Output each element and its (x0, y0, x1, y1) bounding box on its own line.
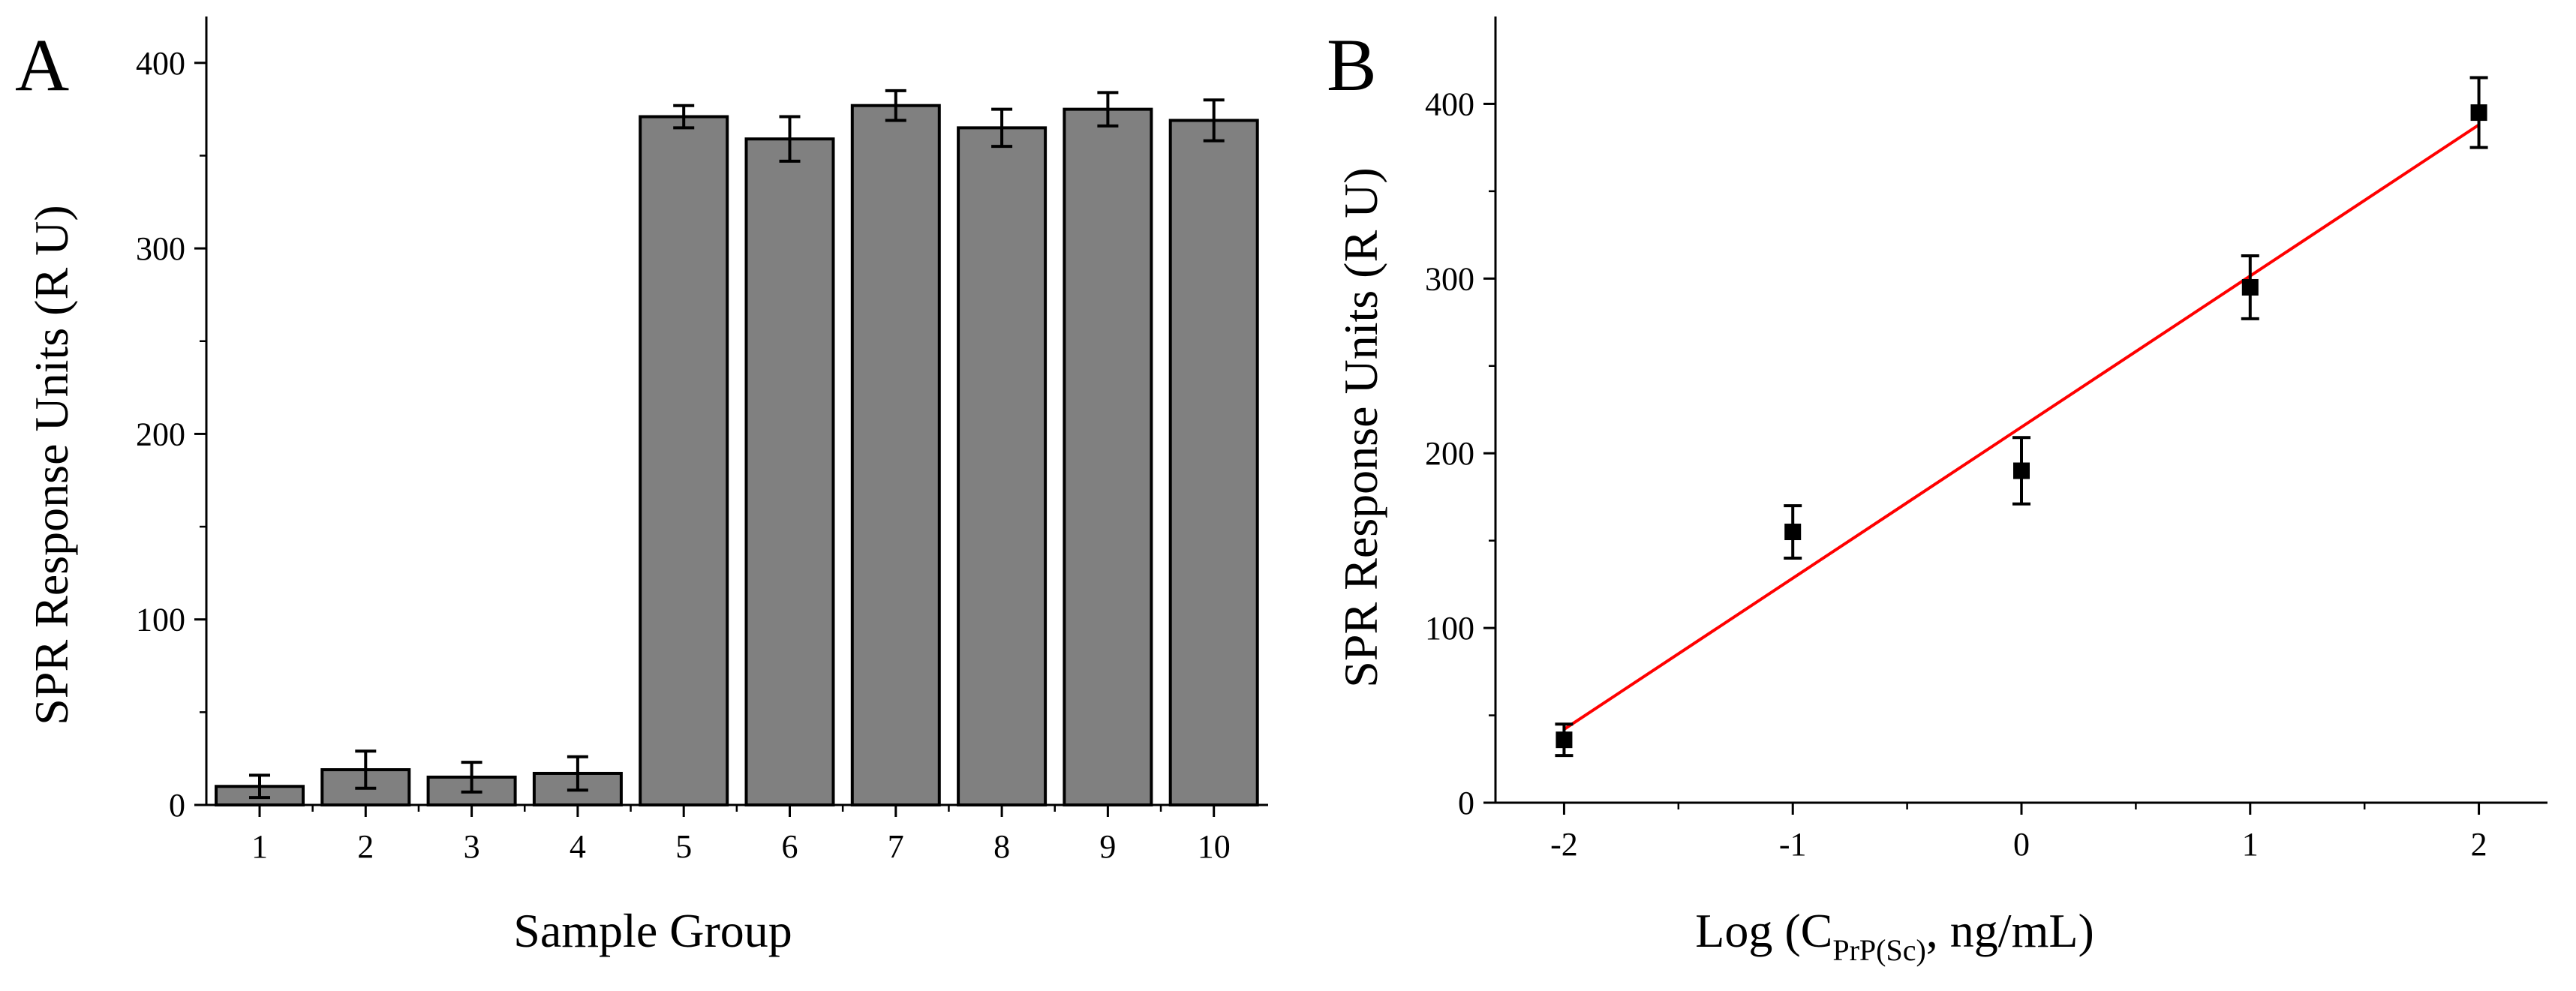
y-tick-label: 400 (1425, 86, 1474, 122)
error-bar-1 (249, 773, 270, 800)
data-point (2470, 104, 2487, 122)
error-bar-3 (461, 761, 482, 794)
y-tick-label: 100 (1425, 610, 1474, 647)
panel-b-label: B (1327, 23, 1377, 107)
y-tick-label: 0 (169, 787, 185, 824)
x-tick-label: 4 (570, 828, 586, 865)
y-tick-label: 300 (136, 230, 185, 267)
bar-8 (957, 126, 1048, 806)
x-tick-label: -2 (1550, 826, 1578, 863)
x-tick-label: 2 (357, 828, 374, 865)
x-tick-label: -1 (1779, 826, 1807, 863)
y-tick-label: 100 (136, 602, 185, 638)
panel-b-axes (1483, 17, 2547, 815)
error-bar-9 (1097, 91, 1119, 128)
x-tick-label: 0 (2013, 826, 2030, 863)
x-tick-label: 8 (993, 828, 1010, 865)
panel-a-bar-chart: A 1 2 3 4 5 6 7 8 9 10 0 100 200 300 400 Sample Group… (15, 17, 1268, 957)
x-tick-label: 7 (888, 828, 904, 865)
bar-10 (1168, 119, 1259, 807)
error-bar-4 (567, 755, 588, 792)
data-point (2013, 462, 2030, 479)
error-bar-6 (779, 115, 801, 163)
data-point (1784, 524, 1802, 541)
panel-a-x-tick-labels: 1 2 3 4 5 6 7 8 9 10 (251, 828, 1231, 865)
x-title-prefix: Log (C (1695, 904, 1832, 957)
panel-b-axis-lines (1494, 17, 2547, 804)
bar-5 (639, 115, 729, 806)
panel-a-error-bars (249, 89, 1225, 800)
y-tick-label: 200 (1425, 435, 1474, 472)
panel-b-scatter-chart: B -2 -1 0 1 2 0 100 200 300 400 Log (CPrP(Sc), n… (1327, 17, 2547, 967)
panel-b-fit-line-group (1563, 123, 2480, 731)
y-tick-label: 0 (1458, 785, 1474, 821)
panel-b-y-axis-title: SPR Response Units (R U) (1334, 167, 1387, 687)
panel-b-y-tick-labels: 0 100 200 300 400 (1425, 86, 1474, 821)
x-tick-label: 2 (2471, 826, 2487, 863)
panel-b-error-bars (1555, 76, 2488, 758)
panel-b-x-tick-labels: -2 -1 0 1 2 (1550, 826, 2487, 863)
y-tick-label: 200 (136, 416, 185, 452)
bar-6 (744, 137, 835, 806)
data-point (1556, 731, 1573, 749)
x-title-suffix: , ng/mL) (1926, 904, 2094, 957)
panel-b-x-axis-title: Log (CPrP(Sc), ng/mL) (1695, 904, 2094, 967)
error-bar-8 (991, 107, 1013, 149)
x-tick-label: 9 (1099, 828, 1116, 865)
y-tick-label: 400 (136, 45, 185, 82)
bar-9 (1063, 107, 1153, 807)
x-tick-label: 3 (464, 828, 480, 865)
x-title-subscript: PrP(Sc) (1832, 933, 1925, 967)
data-point (2241, 278, 2259, 296)
fit-line (1563, 123, 2480, 731)
x-tick-label: 1 (2242, 826, 2259, 863)
bar-7 (850, 104, 941, 806)
error-bar-7 (885, 89, 906, 122)
x-tick-label: 1 (251, 828, 268, 865)
y-tick-label: 300 (1425, 260, 1474, 297)
panel-b-points (1556, 104, 2487, 749)
error-bar-2 (355, 749, 377, 790)
panel-a-x-axis-title: Sample Group (513, 904, 792, 957)
error-bar-10 (1203, 98, 1225, 143)
panel-a-bars (215, 104, 1259, 807)
error-bar-5 (673, 104, 695, 130)
panel-a-y-axis-title: SPR Response Units (R U) (25, 205, 78, 725)
x-tick-label: 6 (782, 828, 798, 865)
panel-a-label: A (15, 23, 69, 107)
x-tick-label: 5 (675, 828, 692, 865)
panel-a-y-tick-labels: 0 100 200 300 400 (136, 45, 185, 824)
x-tick-label: 10 (1198, 828, 1231, 865)
